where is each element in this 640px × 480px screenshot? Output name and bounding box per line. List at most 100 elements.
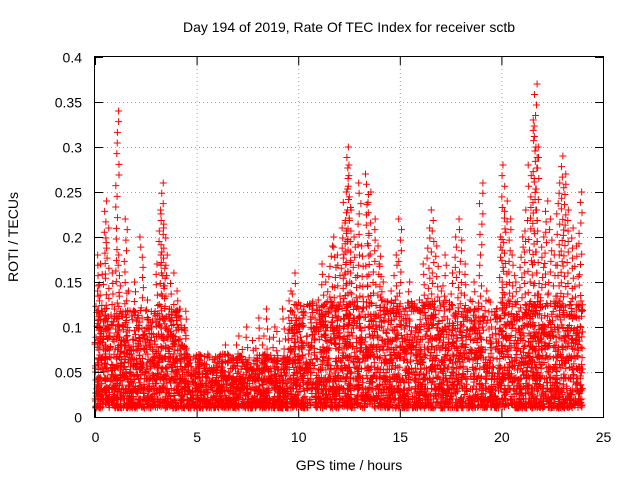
data-point <box>228 381 236 389</box>
data-point <box>174 297 182 305</box>
data-point <box>212 353 220 361</box>
data-point <box>184 351 192 359</box>
data-point <box>102 218 110 226</box>
data-point <box>348 290 356 298</box>
data-point <box>152 281 160 289</box>
data-point <box>278 305 286 313</box>
data-point <box>103 197 111 205</box>
data-point <box>123 226 131 234</box>
data-point <box>101 260 109 268</box>
data-point <box>190 401 198 409</box>
data-point <box>248 337 256 344</box>
data-point <box>102 234 110 242</box>
data-point <box>345 161 353 169</box>
data-point <box>149 317 157 325</box>
data-point <box>344 143 352 151</box>
data-point <box>422 331 430 339</box>
data-point <box>194 394 202 402</box>
data-point <box>121 279 129 287</box>
data-point <box>173 403 181 411</box>
data-point <box>238 346 246 353</box>
data-point <box>512 301 520 309</box>
data-point <box>487 316 495 324</box>
data-point <box>135 333 143 341</box>
data-point <box>105 264 113 272</box>
data-point <box>155 373 163 381</box>
data-point <box>318 270 326 278</box>
data-point <box>330 233 338 241</box>
data-point <box>285 297 293 305</box>
data-point <box>256 400 264 408</box>
data-point <box>270 399 278 407</box>
data-point <box>153 291 161 299</box>
data-point <box>149 380 157 388</box>
data-point <box>342 188 350 196</box>
data-point <box>197 352 205 360</box>
data-points <box>91 80 587 412</box>
data-point <box>141 404 149 412</box>
data-point <box>196 373 204 381</box>
data-point <box>123 247 131 255</box>
data-point <box>122 328 130 336</box>
data-point <box>100 228 108 236</box>
data-point <box>243 369 251 377</box>
data-point <box>326 262 334 270</box>
data-point <box>291 280 299 287</box>
data-point <box>346 278 354 286</box>
data-point <box>157 210 165 218</box>
data-point <box>164 370 172 378</box>
data-point <box>355 313 363 321</box>
data-point <box>98 403 106 411</box>
data-point <box>312 355 320 362</box>
data-point <box>202 367 210 375</box>
data-point <box>269 344 277 352</box>
data-point <box>320 291 328 299</box>
data-point <box>116 404 124 412</box>
data-point <box>129 354 137 362</box>
data-point <box>354 220 362 228</box>
data-point <box>360 403 368 411</box>
data-point <box>113 402 121 410</box>
data-point <box>271 371 279 379</box>
data-point <box>164 328 172 336</box>
data-point <box>362 334 370 342</box>
data-point <box>170 269 178 277</box>
data-point <box>141 369 149 377</box>
data-point <box>233 341 241 349</box>
data-point <box>348 280 356 287</box>
data-point <box>121 363 129 371</box>
data-point <box>161 404 169 412</box>
data-point <box>427 379 435 387</box>
data-point <box>113 299 121 307</box>
data-point <box>354 272 362 280</box>
data-point <box>243 388 251 396</box>
data-point <box>359 252 367 260</box>
data-point <box>195 403 203 411</box>
data-point <box>119 322 127 330</box>
data-point <box>92 402 100 410</box>
data-point <box>113 128 121 136</box>
data-point <box>174 389 182 397</box>
data-point <box>264 325 272 333</box>
data-point <box>97 404 105 412</box>
data-point <box>115 118 123 126</box>
data-point <box>129 336 137 344</box>
data-point <box>255 314 263 322</box>
data-point <box>239 371 247 379</box>
data-point <box>108 399 116 407</box>
data-point <box>328 242 336 250</box>
data-point <box>183 402 191 410</box>
data-point <box>233 374 241 382</box>
data-point <box>184 403 192 411</box>
data-point <box>128 404 136 412</box>
data-point <box>282 400 290 408</box>
data-point <box>549 317 557 325</box>
data-point <box>287 287 295 295</box>
data-point <box>172 404 180 412</box>
data-point <box>163 326 171 334</box>
data-point <box>259 396 267 404</box>
data-point <box>115 292 123 300</box>
data-point <box>153 260 161 268</box>
data-point <box>94 282 102 290</box>
